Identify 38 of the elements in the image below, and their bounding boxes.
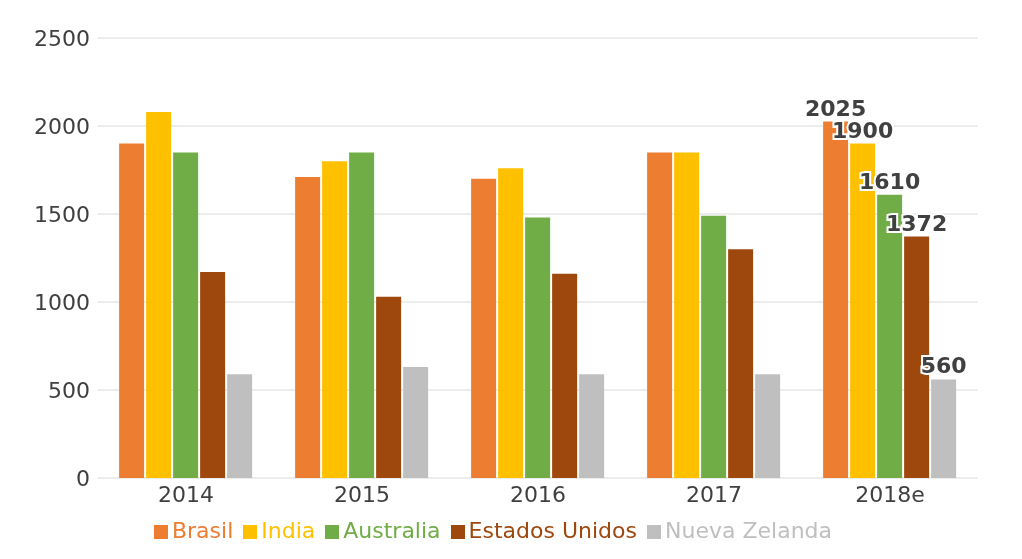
bar [471,178,497,478]
bar [119,143,145,478]
x-tick-label: 2014 [158,481,214,507]
bar [498,168,524,478]
y-tick-label: 1000 [34,289,90,315]
bar [579,374,605,478]
bar [322,161,348,478]
x-tick-label: 2016 [510,481,566,507]
bar [728,249,754,478]
bar [552,273,578,478]
bar [227,374,253,478]
legend-label: India [261,518,316,543]
legend-label: Estados Unidos [468,518,637,543]
bar [295,177,321,478]
bar [349,152,375,478]
y-tick-label: 2000 [34,113,90,139]
y-tick-label: 1500 [34,201,90,227]
bar [701,215,727,478]
y-tick-label: 2500 [34,25,90,51]
legend-label: Australia [343,518,441,543]
bar [525,217,551,478]
bar [146,111,172,478]
y-tick-label: 0 [76,465,90,491]
bar [200,272,226,478]
y-tick-label: 500 [48,377,90,403]
x-tick-label: 2018e [855,481,925,507]
bar [403,367,429,478]
bar [755,374,781,478]
bar [376,296,402,478]
bar [647,152,673,478]
bar [674,152,700,478]
x-tick-label: 2017 [686,481,742,507]
x-tick-label: 2015 [334,481,390,507]
data-label: 2025 [805,95,867,121]
bar [173,152,199,478]
bar [931,379,957,478]
legend-label: Nueva Zelanda [665,518,833,543]
legend-label: Brasil [171,518,234,543]
